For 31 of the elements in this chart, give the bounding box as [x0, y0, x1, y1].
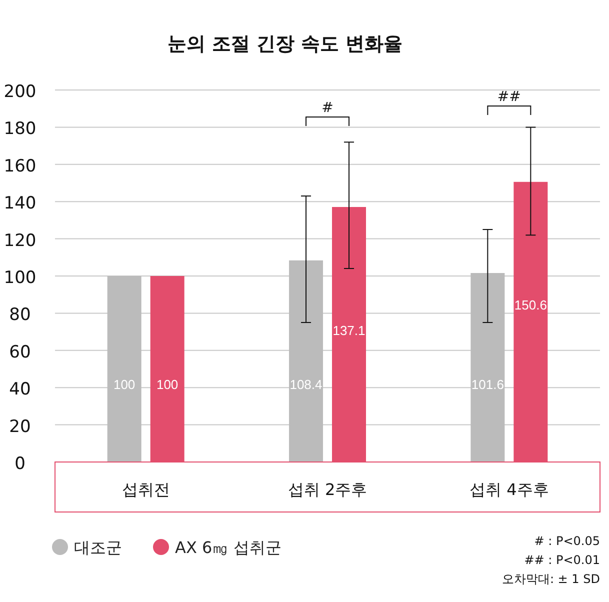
y-tick-label: 120: [4, 230, 36, 251]
bar: [470, 273, 505, 462]
bar: [289, 260, 323, 462]
data-label: 108.4: [290, 376, 322, 392]
data-label: 137.1: [332, 322, 366, 338]
y-tick-label: 180: [4, 119, 36, 140]
text: 오차막대: ± 1 SD: [502, 572, 600, 586]
x-tick-label: 섭취 2주후: [288, 480, 368, 499]
annotation: ##: [497, 89, 521, 105]
y-tick-label: 40: [9, 380, 31, 400]
text: # : P<0.05: [534, 534, 600, 548]
legend-label: 대조군: [74, 538, 122, 557]
y-tick-label: 200: [4, 82, 36, 102]
x-tick-label: 섭취 4주후: [470, 480, 549, 499]
y-tick-label: 160: [4, 156, 36, 176]
annotation: #: [322, 100, 334, 116]
x-tick-label: 섭취전: [122, 480, 170, 499]
legend-label: AX 6㎎ 섭취군: [175, 538, 282, 557]
y-tick-label: 80: [9, 305, 31, 326]
data-label: 100: [156, 376, 178, 392]
data-label: 150.6: [514, 298, 547, 313]
text: ## : P<0.01: [524, 553, 600, 567]
y-tick-label: 60: [9, 342, 31, 362]
y-tick-label: 20: [9, 416, 31, 437]
y-tick-label: 0: [14, 454, 26, 474]
chart-title: 눈의 조절 긴장 속도 변화율: [167, 33, 403, 55]
data-label: 100: [113, 376, 136, 392]
bar: [107, 276, 142, 462]
data-label: 101.6: [471, 376, 504, 392]
y-tick-label: 100: [4, 268, 36, 288]
y-tick-label: 140: [4, 194, 36, 214]
